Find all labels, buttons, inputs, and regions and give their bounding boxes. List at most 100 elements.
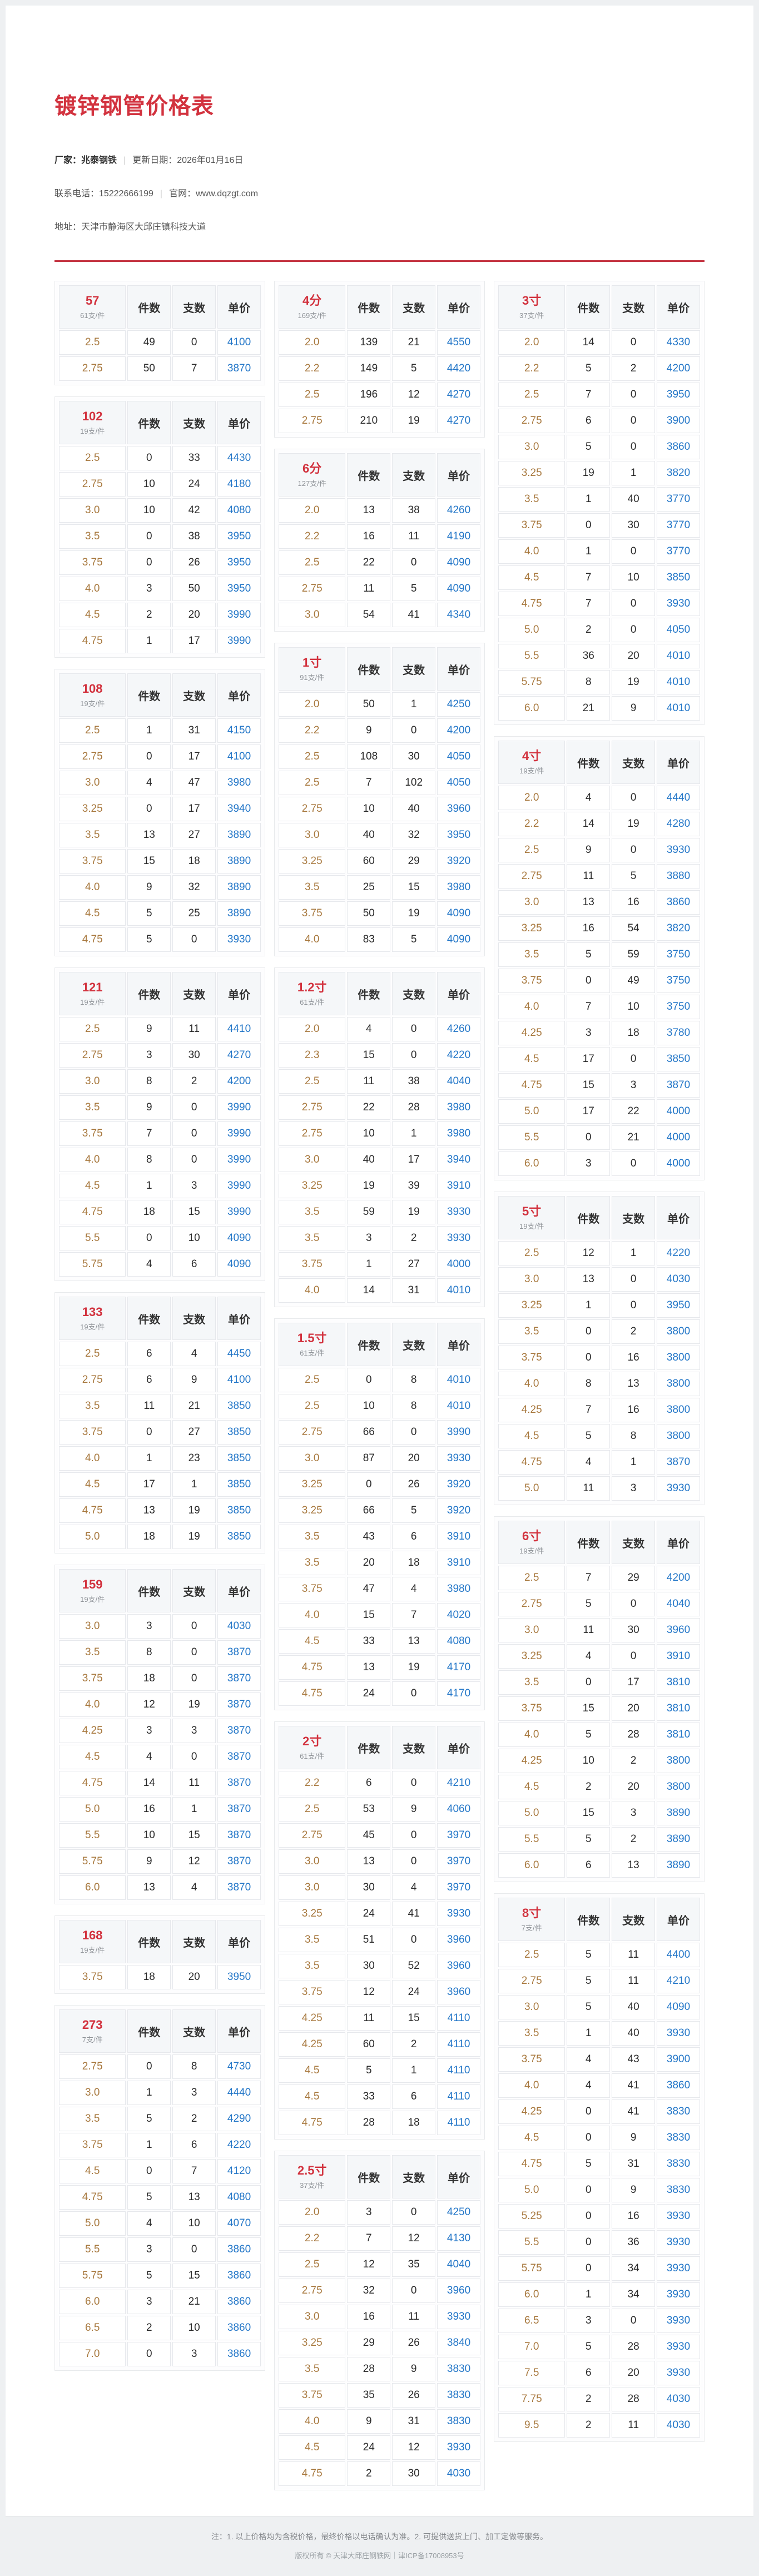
price-cell: 3850 [217,1446,261,1471]
price-cell: 4270 [437,383,480,407]
spec-cell: 4.5 [279,1629,346,1654]
size-header-cell: 133 19支/件 [59,1297,126,1340]
branches-cell: 20 [612,644,656,668]
price-cell: 4210 [657,1969,700,1993]
table-row: 2.75 6 0 3900 [498,409,700,433]
pieces-cell: 66 [347,1498,391,1523]
pieces-cell: 13 [567,1267,611,1292]
branches-cell: 27 [172,823,216,847]
branches-cell: 0 [612,383,656,407]
table-row: 6.0 3 0 4000 [498,1151,700,1176]
price-cell: 3750 [657,995,700,1019]
table-row: 7.75 2 28 4030 [498,2387,700,2411]
spec-cell: 4.5 [498,2126,565,2150]
price-cell: 4080 [437,1629,480,1654]
size-number: 1寸 [302,656,322,670]
table-row: 3.75 50 19 4090 [279,901,480,926]
spec-cell: 3.5 [279,875,346,900]
price-table-element-2.5寸: 2.5寸 37支/件 件数 支数 单价 2.0 3 0 4250 2.2 7 12 4130 2.5 12 3… [277,2153,482,2488]
table-row: 4.0 8 0 3990 [59,1148,261,1172]
branches-cell: 0 [172,927,216,952]
price-cell: 4000 [437,1252,480,1277]
spec-cell: 3.75 [59,2133,126,2157]
pieces-cell: 0 [127,550,171,575]
price-table-element-6寸: 6寸 19支/件 件数 支数 单价 2.5 7 29 4200 2.75 5 0 4040 3.0 11 30… [497,1519,702,1879]
branches-cell: 10 [172,1226,216,1250]
table-row: 5.0 16 1 3870 [59,1797,261,1821]
table-row: 2.75 11 5 4090 [279,577,480,601]
spec-cell: 2.2 [498,356,565,381]
spec-cell: 2.2 [279,1771,346,1795]
branches-cell: 41 [612,2073,656,2098]
spec-cell: 4.75 [59,1200,126,1224]
size-number: 102 [82,409,103,424]
branches-cell: 10 [612,995,656,1019]
price-table-element-1.5寸: 1.5寸 61支/件 件数 支数 单价 2.5 0 8 4010 2.5 10 8 4010 2.75 66… [277,1321,482,1708]
table-row: 4.25 7 16 3800 [498,1398,700,1422]
spec-cell: 2.5 [498,838,565,862]
spec-cell: 2.5 [279,771,346,795]
pieces-cell: 3 [127,1614,171,1639]
spec-cell: 4.0 [59,1148,126,1172]
pieces-cell: 7 [127,1121,171,1146]
pieces-cell: 13 [127,1875,171,1900]
table-row: 4.25 0 41 3830 [498,2099,700,2124]
spec-cell: 4.0 [59,1692,126,1717]
branches-cell: 25 [172,901,216,926]
pieces-cell: 15 [347,1043,391,1068]
table-row: 2.75 50 7 3870 [59,356,261,381]
price-cell: 4050 [437,771,480,795]
size-header-cell: 168 19支/件 [59,1920,126,1963]
pieces-cell: 11 [567,864,611,889]
spec-cell: 2.5 [59,1342,126,1366]
spec-cell: 3.0 [498,435,565,459]
branches-cell: 8 [612,1424,656,1448]
spec-cell: 2.2 [279,2226,346,2251]
column-header-件数: 件数 [347,647,391,691]
size-number: 121 [82,980,103,995]
table-row: 4.0 7 10 3750 [498,995,700,1019]
table-row: 6.5 2 10 3860 [59,2316,261,2340]
table-row: 2.5 0 8 4010 [279,1368,480,1392]
pieces-cell: 13 [347,1849,391,1874]
table-row: 7.5 6 20 3930 [498,2361,700,2385]
price-cell: 3960 [437,797,480,821]
pieces-cell: 13 [347,1655,391,1680]
table-row: 6.0 1 34 3930 [498,2282,700,2307]
price-table-element-102: 102 19支/件 件数 支数 单价 2.5 0 33 4430 2.75 10 24 4180 3.0 1… [57,399,262,655]
pieces-cell: 12 [127,1692,171,1717]
price-cell: 4100 [217,330,261,355]
pieces-cell: 7 [567,383,611,407]
branches-cell: 0 [612,435,656,459]
table-row: 4.0 9 32 3890 [59,875,261,900]
pieces-cell: 5 [127,2107,171,2131]
branches-cell: 30 [612,513,656,538]
pieces-cell: 7 [567,1398,611,1422]
price-cell: 4090 [437,577,480,601]
spec-cell: 3.0 [279,1849,346,1874]
price-table-element-8寸: 8寸 7支/件 件数 支数 单价 2.5 5 11 4400 2.75 5 11 4210 3.0 5 40 4… [497,1896,702,2439]
branches-cell: 3 [172,1174,216,1198]
column-header-单价: 单价 [657,1898,700,1941]
table-row: 2.2 6 0 4210 [279,1771,480,1795]
price-table-57: 57 61支/件 件数 支数 单价 2.5 49 0 4100 2.75 50 7 3870 [54,281,265,385]
spec-cell: 4.75 [59,1771,126,1795]
address-value: 天津市静海区大邱庄镇科技大道 [81,222,206,232]
branches-cell: 0 [392,718,436,743]
pieces-cell: 6 [567,409,611,433]
spec-cell: 3.5 [279,1551,346,1575]
price-cell: 3870 [657,1073,700,1098]
table-row: 4.5 2 20 3800 [498,1775,700,1799]
size-header-cell: 57 61支/件 [59,285,126,329]
spec-cell: 2.0 [498,786,565,810]
pieces-cell: 13 [347,498,391,523]
price-cell: 3800 [657,1398,700,1422]
spec-cell: 4.75 [279,1655,346,1680]
table-row: 4.75 5 31 3830 [498,2152,700,2176]
pieces-cell: 11 [347,1069,391,1094]
pieces-cell: 108 [347,744,391,769]
table-row: 5.5 36 20 4010 [498,644,700,668]
price-cell: 4090 [657,1995,700,2019]
price-cell: 3800 [657,1424,700,1448]
table-row: 4.0 12 19 3870 [59,1692,261,1717]
